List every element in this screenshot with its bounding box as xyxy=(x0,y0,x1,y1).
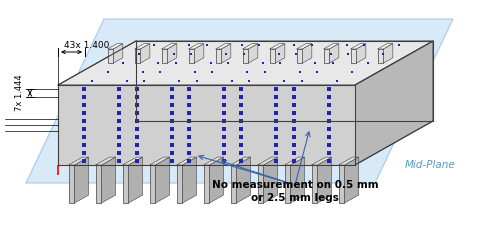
Polygon shape xyxy=(58,41,433,85)
Polygon shape xyxy=(276,44,285,63)
Polygon shape xyxy=(312,165,317,203)
Polygon shape xyxy=(338,165,345,203)
Polygon shape xyxy=(378,44,393,49)
Polygon shape xyxy=(216,44,231,49)
Polygon shape xyxy=(204,165,209,203)
Polygon shape xyxy=(189,44,204,49)
Polygon shape xyxy=(345,157,359,203)
Polygon shape xyxy=(355,41,433,165)
Polygon shape xyxy=(108,44,123,49)
Polygon shape xyxy=(134,44,150,49)
Polygon shape xyxy=(209,157,224,203)
Polygon shape xyxy=(297,49,302,63)
Polygon shape xyxy=(189,49,194,63)
Polygon shape xyxy=(58,85,355,165)
Polygon shape xyxy=(96,157,116,165)
Polygon shape xyxy=(230,165,237,203)
Polygon shape xyxy=(156,157,169,203)
Text: Mid-Plane: Mid-Plane xyxy=(405,160,456,170)
Polygon shape xyxy=(230,157,251,165)
Polygon shape xyxy=(384,44,393,63)
Polygon shape xyxy=(312,157,332,165)
Text: 43x 1.400: 43x 1.400 xyxy=(64,40,109,49)
Polygon shape xyxy=(150,165,156,203)
Polygon shape xyxy=(242,44,258,49)
Polygon shape xyxy=(297,44,312,49)
Polygon shape xyxy=(168,44,177,63)
Polygon shape xyxy=(162,44,177,49)
Polygon shape xyxy=(129,157,143,203)
Polygon shape xyxy=(96,165,101,203)
Polygon shape xyxy=(324,44,339,49)
Polygon shape xyxy=(237,157,251,203)
Polygon shape xyxy=(264,157,277,203)
Polygon shape xyxy=(182,157,196,203)
Polygon shape xyxy=(290,157,304,203)
Polygon shape xyxy=(350,44,366,49)
Polygon shape xyxy=(338,157,359,165)
Text: or 2.5 mm legs: or 2.5 mm legs xyxy=(251,193,339,203)
Text: No measurement on 0.5 mm: No measurement on 0.5 mm xyxy=(212,180,378,190)
Polygon shape xyxy=(69,157,88,165)
Polygon shape xyxy=(249,44,258,63)
Polygon shape xyxy=(378,49,384,63)
Polygon shape xyxy=(302,44,312,63)
Polygon shape xyxy=(134,49,141,63)
Polygon shape xyxy=(101,157,116,203)
Polygon shape xyxy=(242,49,249,63)
Polygon shape xyxy=(357,44,366,63)
Polygon shape xyxy=(150,157,169,165)
Polygon shape xyxy=(204,157,224,165)
Polygon shape xyxy=(177,157,196,165)
Polygon shape xyxy=(69,165,74,203)
Polygon shape xyxy=(216,49,221,63)
Polygon shape xyxy=(122,165,129,203)
Polygon shape xyxy=(317,157,332,203)
Polygon shape xyxy=(108,49,113,63)
Polygon shape xyxy=(258,165,264,203)
Polygon shape xyxy=(270,44,285,49)
Text: 7x 1.444: 7x 1.444 xyxy=(15,75,24,111)
Polygon shape xyxy=(324,49,329,63)
Polygon shape xyxy=(329,44,339,63)
Polygon shape xyxy=(113,44,123,63)
Polygon shape xyxy=(258,157,277,165)
Polygon shape xyxy=(26,19,453,183)
Polygon shape xyxy=(194,44,204,63)
Polygon shape xyxy=(270,49,276,63)
Polygon shape xyxy=(177,165,182,203)
Polygon shape xyxy=(122,157,143,165)
Polygon shape xyxy=(285,165,290,203)
Polygon shape xyxy=(141,44,150,63)
Polygon shape xyxy=(162,49,168,63)
Polygon shape xyxy=(350,49,357,63)
Polygon shape xyxy=(74,157,88,203)
Polygon shape xyxy=(221,44,231,63)
Polygon shape xyxy=(285,157,304,165)
